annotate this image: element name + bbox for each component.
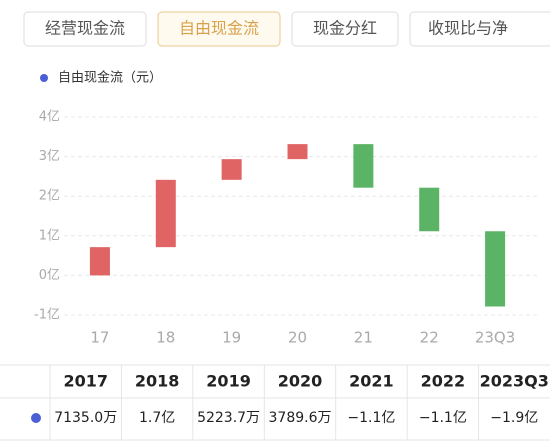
table-cell: 1.7亿 — [139, 410, 175, 426]
bar — [89, 247, 110, 276]
y-tick-label: 0亿 — [39, 268, 60, 283]
tab-label[interactable]: 自由现金流 — [179, 19, 259, 38]
y-tick-label: 2亿 — [39, 189, 60, 204]
bar — [353, 144, 374, 188]
tab-bar: 经营现金流 自由现金流 现金分红 收现比与净 — [23, 11, 550, 47]
tab-label[interactable]: 收现比与净 — [428, 19, 508, 38]
table-header: 2023Q3 — [480, 372, 549, 391]
legend-label: 自由现金流（元） — [58, 70, 162, 86]
bar — [485, 231, 506, 307]
bar — [287, 144, 308, 160]
x-tick-label: 17 — [90, 329, 109, 347]
x-tick-label: 18 — [156, 329, 175, 347]
x-tick-label: 19 — [222, 329, 241, 347]
bar — [155, 179, 176, 248]
x-tick-label: 23Q3 — [475, 329, 515, 347]
y-tick-label: -1亿 — [34, 308, 60, 323]
x-tick-label: 20 — [288, 329, 307, 347]
table-cell: 5223.7万 — [197, 410, 260, 426]
x-tick-label: 21 — [354, 329, 373, 347]
tab-active[interactable] — [157, 11, 281, 47]
table-header: 2021 — [349, 372, 394, 391]
tab[interactable] — [23, 11, 147, 47]
x-tick-label: 22 — [420, 329, 439, 347]
table-cell: 7135.0万 — [54, 410, 117, 426]
table-header: 2020 — [278, 372, 323, 391]
table-header: 2018 — [135, 372, 180, 391]
y-tick-label: 1亿 — [39, 228, 60, 243]
tab-label[interactable]: 经营现金流 — [45, 19, 125, 38]
table-cell: −1.1亿 — [419, 410, 467, 426]
table-header: 2022 — [421, 372, 466, 391]
tab[interactable] — [409, 11, 550, 47]
table-cell: 3789.6万 — [269, 410, 332, 426]
legend-marker — [40, 74, 48, 82]
table-header: 2017 — [63, 372, 108, 391]
bar — [221, 159, 242, 180]
tab[interactable] — [291, 11, 399, 47]
table-cell: −1.1亿 — [347, 410, 395, 426]
tab-label[interactable]: 现金分红 — [313, 19, 377, 38]
row-marker — [31, 413, 41, 423]
table-header: 2019 — [206, 372, 251, 391]
bar — [419, 187, 440, 232]
y-tick-label: 4亿 — [39, 110, 60, 125]
table-cell: −1.9亿 — [490, 410, 538, 426]
y-tick-label: 3亿 — [39, 149, 60, 164]
